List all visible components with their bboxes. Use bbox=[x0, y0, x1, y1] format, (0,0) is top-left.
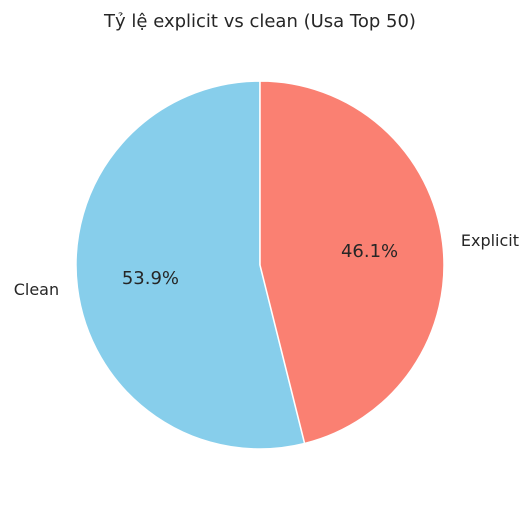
slice-percent-clean: 53.9% bbox=[122, 268, 179, 289]
slice-label-clean: Clean bbox=[14, 280, 59, 299]
pie-slices bbox=[75, 80, 445, 450]
pie-slice-clean bbox=[75, 80, 306, 450]
slice-label-explicit: Explicit bbox=[461, 231, 519, 250]
pie-slice-explicit bbox=[259, 80, 445, 445]
slice-percent-explicit: 46.1% bbox=[341, 241, 398, 262]
pie-labels: Clean 53.9% Explicit 46.1% bbox=[14, 231, 519, 299]
chart-title: Tỷ lệ explicit vs clean (Usa Top 50) bbox=[103, 11, 416, 32]
